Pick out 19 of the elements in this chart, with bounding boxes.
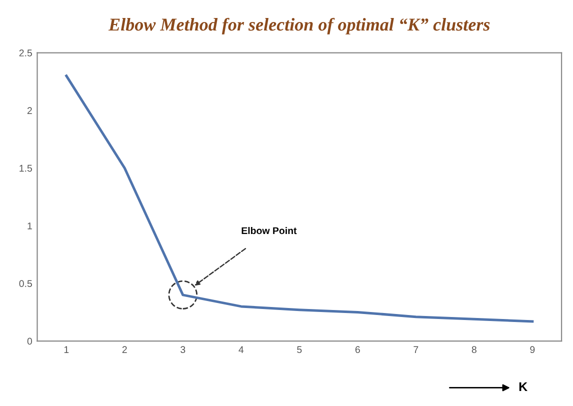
y-tick-label: 1.5 — [20, 164, 32, 172]
y-tick-label: 2 — [27, 107, 32, 114]
y-tick-label: 0 — [27, 338, 32, 345]
x-tick-label: 4 — [238, 346, 244, 353]
x-tick-label: 3 — [180, 346, 186, 354]
x-axis-title: K — [519, 382, 528, 391]
x-tick-label: 9 — [530, 346, 535, 354]
y-tick-label: 2.5 — [19, 50, 32, 56]
line-series — [65, 74, 534, 323]
x-tick-label: 7 — [414, 346, 418, 353]
x-tick-label: 6 — [355, 346, 360, 354]
x-tick-label: 2 — [122, 346, 127, 353]
x-tick-label: 1 — [64, 346, 69, 353]
x-tick-label: 5 — [297, 346, 302, 354]
x-tick-label: 8 — [472, 346, 476, 354]
y-tick-label: 0.5 — [19, 280, 32, 288]
chart-title: Elbow Method for selection of optimal “K” clusters — [108, 18, 490, 34]
annotation: Elbow Point — [242, 226, 297, 234]
y-tick-label: 1 — [28, 222, 32, 230]
